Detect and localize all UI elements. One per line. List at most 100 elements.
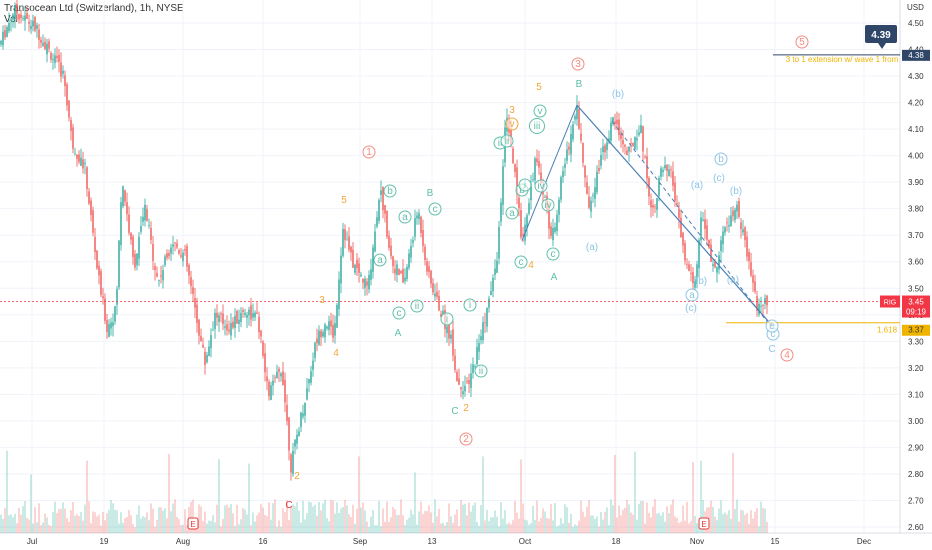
volume-bar: [746, 513, 748, 533]
candle-body: [674, 182, 676, 201]
volume-bar: [532, 505, 534, 533]
candle-body: [340, 255, 342, 284]
volume-bar: [356, 508, 358, 533]
candle-body: [668, 169, 670, 177]
volume-bar: [540, 517, 542, 533]
wave-label: a: [509, 208, 515, 219]
candle-body: [372, 247, 374, 272]
candle-body: [454, 355, 456, 370]
candle-body: [48, 41, 50, 49]
candle-body: [316, 338, 318, 344]
candle-body: [744, 227, 746, 240]
candle-body: [682, 232, 684, 246]
wave-label: 5: [799, 37, 805, 48]
volume-bar: [748, 523, 750, 533]
time-axis[interactable]: Jul 19 Aug 16 Sep 13 Oct 18 Nov 15 Dec: [27, 537, 871, 546]
volume-bar: [424, 510, 426, 533]
volume-bar: [560, 518, 562, 533]
wave-label-circle: [463, 298, 477, 312]
wave-label-circle: [714, 152, 728, 166]
volume-bar: [388, 521, 390, 533]
candle-body: [222, 313, 224, 324]
candle-body: [412, 240, 414, 243]
candle-body: [476, 346, 478, 365]
volume-bar: [574, 524, 576, 533]
candle-body: [632, 143, 634, 146]
candle-body: [246, 314, 248, 318]
volume-bar: [690, 520, 692, 533]
volume-bar: [410, 509, 412, 533]
y-tick-label: 3.20: [908, 364, 924, 373]
candle-body: [726, 222, 728, 224]
candle-body: [686, 264, 688, 266]
volume-bar: [20, 514, 22, 533]
volume-bar: [376, 525, 378, 533]
volume-bar: [178, 519, 180, 533]
candle-body: [278, 368, 280, 372]
volume-bar: [476, 521, 478, 533]
wave-label: 5: [536, 82, 542, 93]
candle-body: [600, 155, 602, 166]
candle-body: [422, 230, 424, 246]
volume-bar: [548, 518, 550, 533]
volume-bar: [78, 516, 80, 533]
volume-bar: [526, 520, 528, 533]
volume-bar: [168, 453, 170, 533]
volume-bar: [384, 521, 386, 533]
candle-body: [534, 158, 536, 181]
volume-bar: [534, 520, 536, 533]
wave-label-circle: [780, 348, 794, 362]
candle-body: [522, 233, 524, 236]
price-axis[interactable]: 2.602.702.802.903.003.103.203.303.403.50…: [908, 19, 924, 532]
currency-label: USD: [907, 3, 924, 12]
volume-bar: [6, 450, 8, 533]
wave-labels: 3 to 1 extension w/ wave 1 from 1 2 3 4 5 3 4 5 3…: [285, 35, 899, 511]
volume-bar: [446, 522, 448, 533]
candle-body: [654, 206, 656, 208]
wave-label-circle: [362, 145, 376, 159]
volume-bar: [712, 506, 714, 533]
wave-label: B: [576, 79, 583, 90]
volume-bar: [62, 502, 64, 533]
candle-body: [638, 132, 640, 135]
volume-bar: [522, 503, 524, 533]
candle-body: [610, 122, 612, 141]
candle-body: [170, 247, 172, 254]
volume-bar: [354, 523, 356, 533]
volume-bar: [430, 512, 432, 533]
volume-bar: [752, 518, 754, 533]
candle-body: [10, 20, 12, 21]
candle-body: [52, 58, 54, 61]
candle-body: [684, 243, 686, 261]
candle-body: [312, 360, 314, 370]
candle-body: [192, 287, 194, 294]
wave-label-circle: [474, 364, 488, 378]
candle-body: [262, 341, 264, 356]
candle-body: [712, 264, 714, 266]
volume-bar: [508, 522, 510, 533]
volume-bar: [86, 460, 88, 533]
candle-body: [586, 182, 588, 195]
volume-bar: [114, 509, 116, 533]
candle-body: [366, 281, 368, 286]
wave-label-circle: [529, 118, 545, 134]
volume-bar: [720, 500, 722, 533]
candle-body: [230, 323, 232, 336]
candle-body: [320, 330, 322, 338]
candle-body: [30, 25, 32, 30]
candle-body: [280, 373, 282, 377]
volume-bar: [652, 506, 654, 533]
candle-body: [658, 177, 660, 196]
volume-bar: [658, 512, 660, 533]
wave-label: c: [433, 204, 438, 215]
candle-body: [700, 217, 702, 241]
wave-label: (b): [695, 276, 707, 287]
candle-body: [274, 377, 276, 379]
volume-bar: [592, 515, 594, 533]
volume-bar: [336, 502, 338, 533]
volume-bar: [210, 520, 212, 533]
y-tick-label: 4.20: [908, 99, 924, 108]
x-tick-label: Sep: [353, 537, 368, 546]
candle-body: [562, 171, 564, 178]
